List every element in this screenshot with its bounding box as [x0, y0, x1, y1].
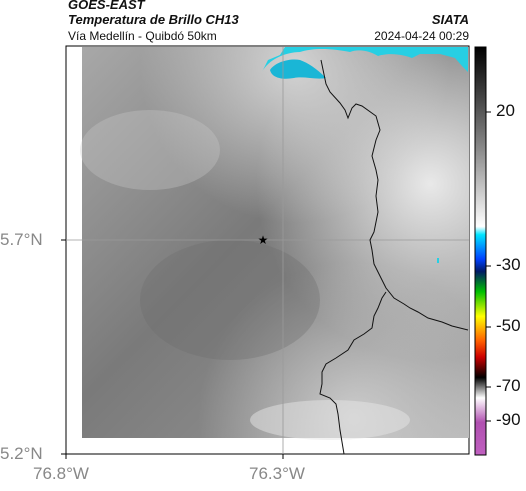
- location-star-icon[interactable]: ★: [258, 233, 269, 247]
- lon-tick-label: 76.3°W: [249, 464, 305, 483]
- agency-label: SIATA: [431, 12, 469, 27]
- axis-ticks: [61, 239, 284, 459]
- brightness-temperature-field: [80, 47, 469, 440]
- colorbar-tick-label: -30: [496, 255, 521, 274]
- colorbar-tick-label: 20: [496, 101, 515, 120]
- colorbar-tick-label: -70: [496, 376, 521, 395]
- lat-tick-label: 5.7°N: [0, 230, 43, 249]
- route-subtitle: Vía Medellín - Quibdó 50km: [68, 29, 217, 43]
- lon-tick-label: 76.8°W: [33, 464, 89, 483]
- datetime-label: 2024-04-24 00:29: [374, 29, 469, 43]
- product-title: Temperatura de Brillo CH13: [68, 12, 239, 27]
- colorbar: [474, 46, 491, 456]
- colorbar-tick-label: -50: [496, 316, 521, 335]
- colorbar-tick-label: -90: [496, 410, 521, 429]
- satellite-title: GOES-EAST: [68, 0, 145, 12]
- lat-lon-grid: [66, 47, 469, 454]
- department-borders: [319, 59, 469, 455]
- cold-cloud-patch: [262, 47, 468, 263]
- lat-tick-label: 5.2°N: [0, 444, 43, 463]
